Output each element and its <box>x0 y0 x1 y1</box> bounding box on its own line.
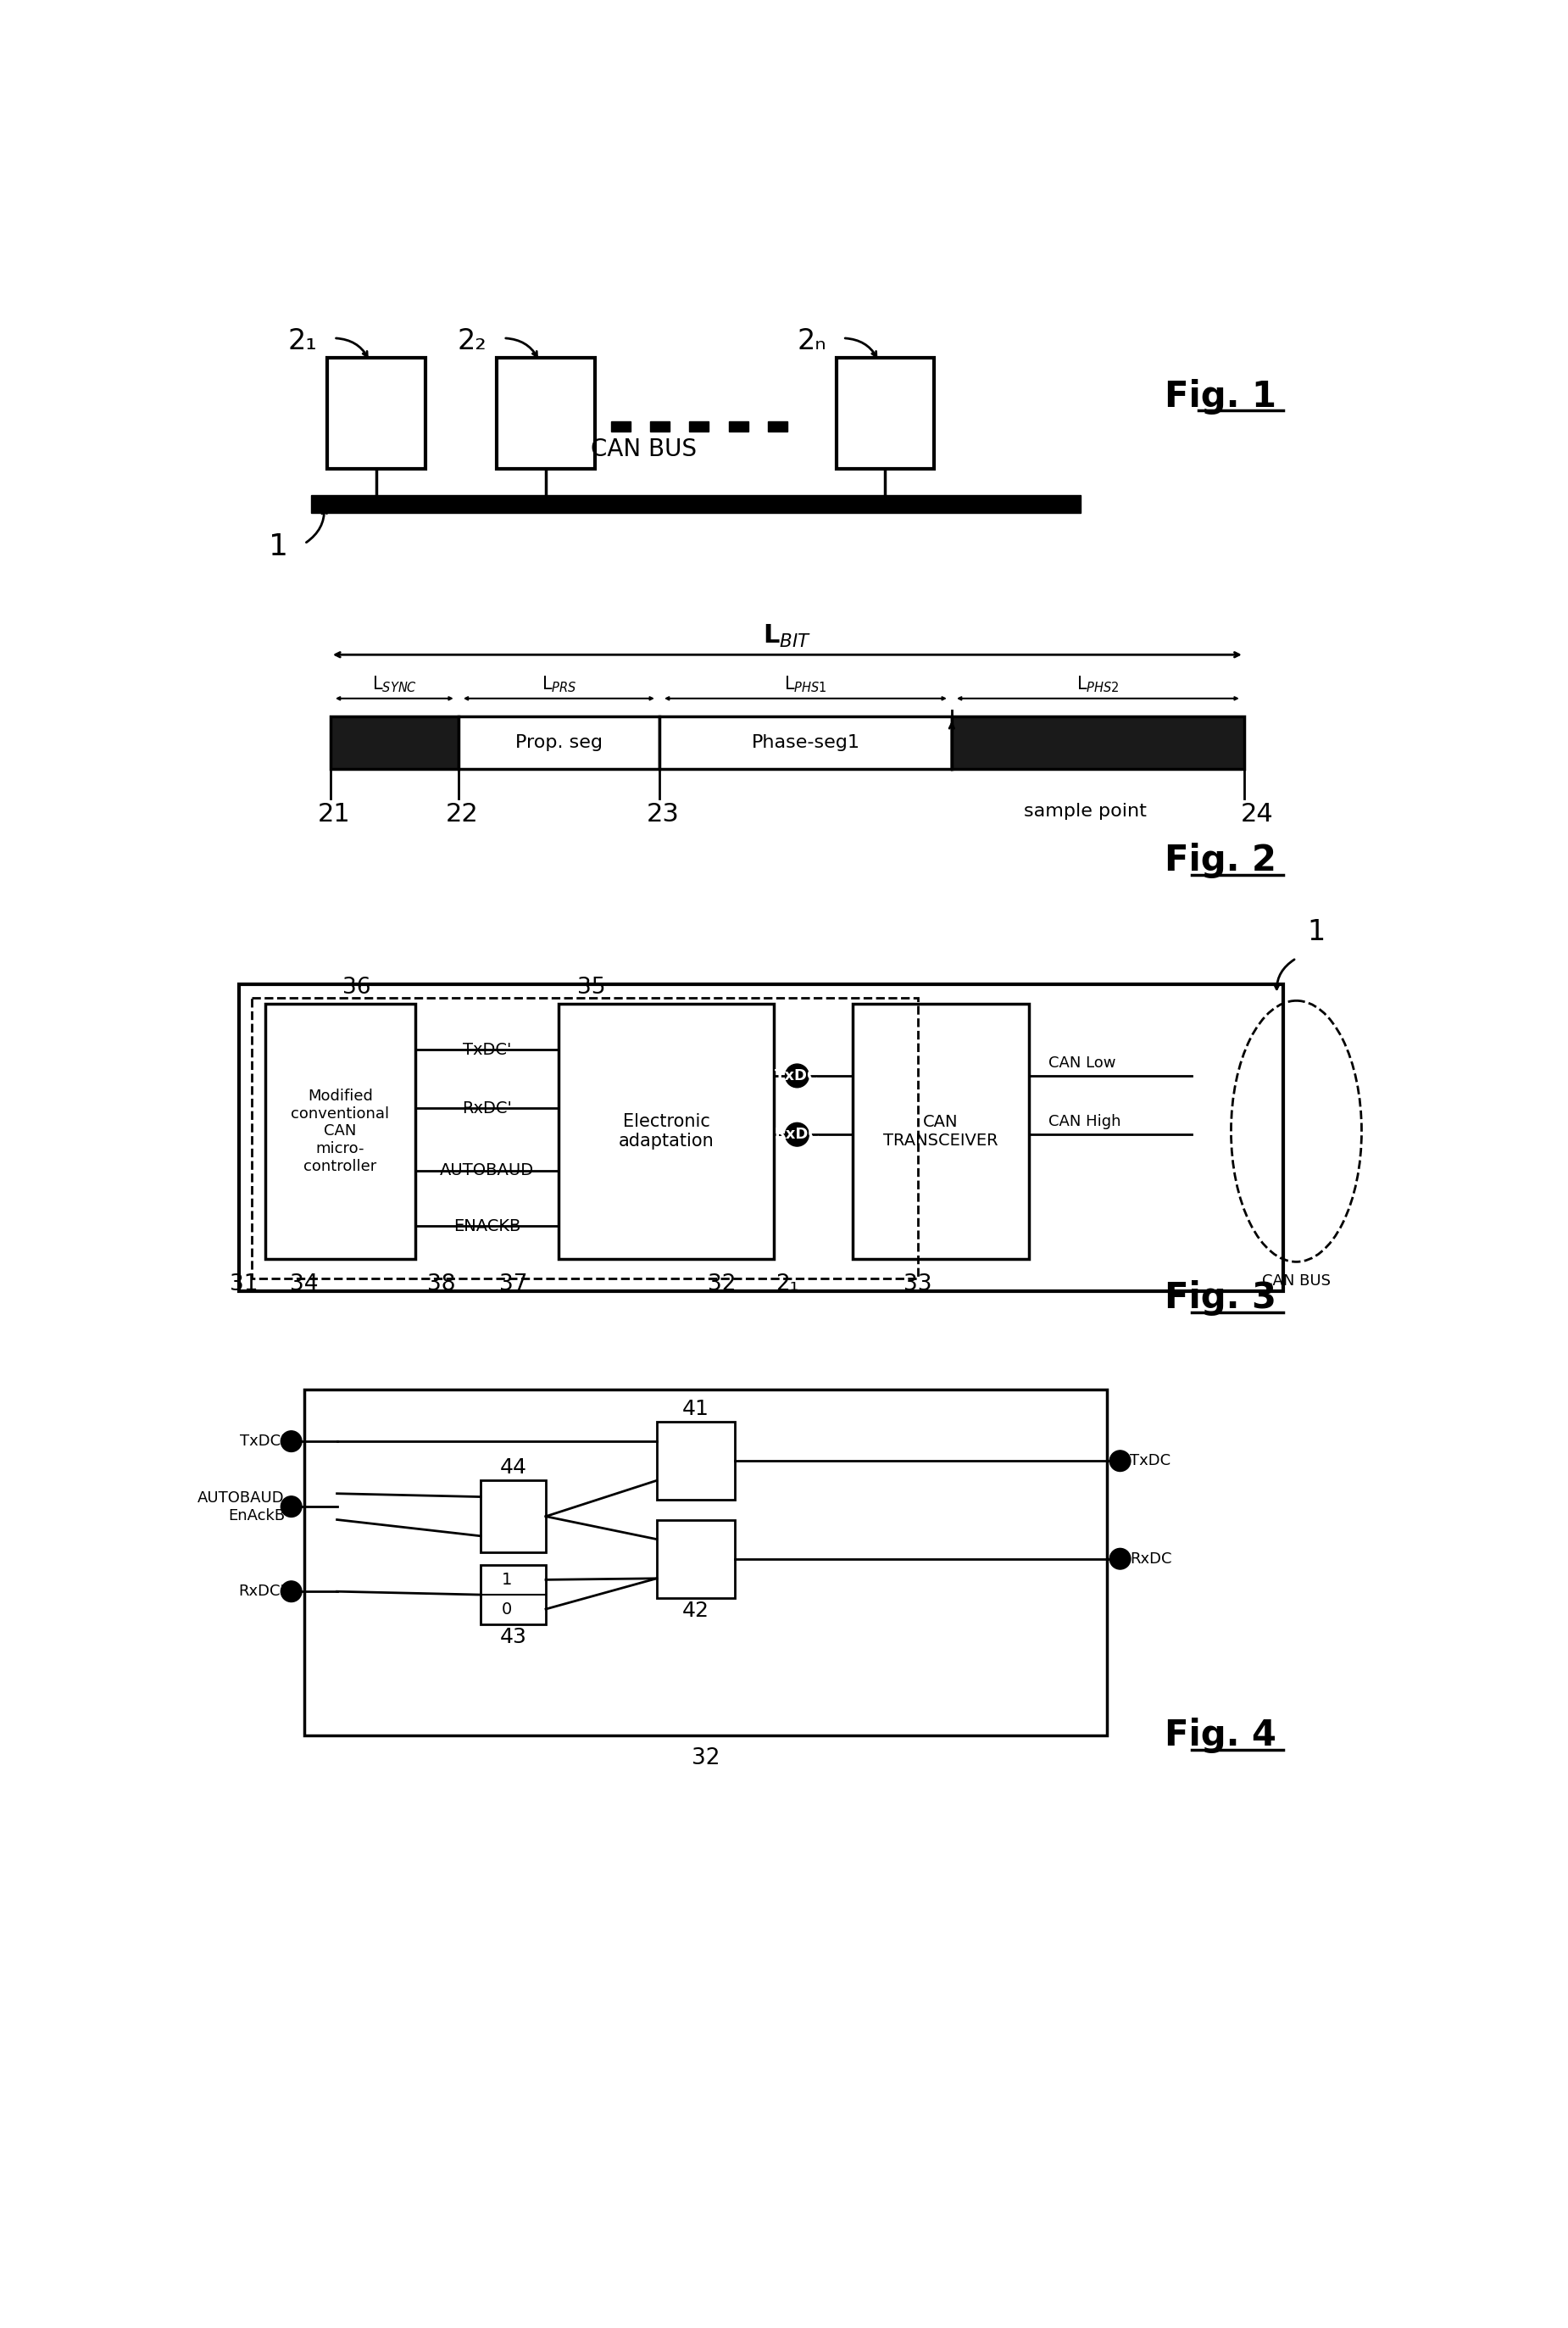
Circle shape <box>281 1581 301 1602</box>
Text: 24: 24 <box>1240 803 1273 826</box>
Text: Electronic
adaptation: Electronic adaptation <box>619 1113 715 1150</box>
Text: 1: 1 <box>502 1571 511 1588</box>
Text: TxDC': TxDC' <box>463 1041 511 1057</box>
Text: Fig. 1: Fig. 1 <box>1165 379 1276 414</box>
Text: L$_{BIT}$: L$_{BIT}$ <box>764 624 812 650</box>
Text: Fig. 3: Fig. 3 <box>1165 1280 1276 1315</box>
Circle shape <box>1110 1548 1131 1569</box>
Text: 2₂: 2₂ <box>458 328 488 356</box>
Text: 38: 38 <box>426 1273 456 1297</box>
Text: RxDC: RxDC <box>775 1127 820 1143</box>
Text: Phase-seg1: Phase-seg1 <box>751 733 859 752</box>
Text: 32: 32 <box>691 1746 720 1769</box>
Text: RxDC: RxDC <box>1131 1550 1171 1567</box>
Text: sample point: sample point <box>1024 803 1146 819</box>
Text: 21: 21 <box>317 803 350 826</box>
Text: AUTOBAUD
EnAckB: AUTOBAUD EnAckB <box>198 1490 285 1523</box>
Text: 41: 41 <box>682 1399 709 1418</box>
Circle shape <box>786 1122 809 1145</box>
Text: 0: 0 <box>502 1602 511 1618</box>
Text: CAN BUS: CAN BUS <box>1262 1273 1331 1290</box>
Text: 2₁: 2₁ <box>776 1273 798 1297</box>
Circle shape <box>281 1432 301 1453</box>
Text: 42: 42 <box>682 1602 709 1620</box>
Text: 36: 36 <box>342 978 370 999</box>
Bar <box>304 1390 1107 1734</box>
Bar <box>660 717 952 768</box>
Text: AUTOBAUD: AUTOBAUD <box>441 1162 535 1178</box>
Bar <box>729 421 748 431</box>
Bar <box>657 1520 735 1597</box>
Text: RxDC': RxDC' <box>238 1583 285 1599</box>
Bar <box>480 1564 546 1625</box>
Text: 1: 1 <box>1306 917 1325 945</box>
Text: 32: 32 <box>707 1273 737 1297</box>
Text: L$_{SYNC}$: L$_{SYNC}$ <box>372 675 417 694</box>
Text: 1: 1 <box>268 533 289 561</box>
Text: RxDC': RxDC' <box>463 1101 513 1117</box>
Bar <box>458 717 660 768</box>
Text: 23: 23 <box>646 803 679 826</box>
Text: ENACKB: ENACKB <box>453 1218 521 1234</box>
Bar <box>252 996 917 1278</box>
Bar <box>952 717 1243 768</box>
Text: CAN Low: CAN Low <box>1049 1055 1116 1071</box>
Text: 31: 31 <box>230 1273 259 1297</box>
Text: L$_{PHS2}$: L$_{PHS2}$ <box>1076 675 1120 694</box>
Text: TxDC': TxDC' <box>240 1434 285 1448</box>
Circle shape <box>281 1497 301 1518</box>
Text: Modified
conventional
CAN
micro-
controller: Modified conventional CAN micro- control… <box>292 1090 389 1173</box>
Text: 37: 37 <box>499 1273 527 1297</box>
Text: 35: 35 <box>577 978 605 999</box>
Text: 34: 34 <box>290 1273 318 1297</box>
Text: 22: 22 <box>445 803 478 826</box>
Bar <box>690 421 709 431</box>
Text: Fig. 2: Fig. 2 <box>1165 843 1276 878</box>
Text: Fig. 4: Fig. 4 <box>1165 1718 1276 1753</box>
Bar <box>328 359 425 468</box>
Bar <box>836 359 935 468</box>
Bar <box>310 496 1080 512</box>
Bar <box>558 1003 775 1259</box>
Bar <box>651 421 670 431</box>
Text: TxDC: TxDC <box>1131 1453 1171 1469</box>
Bar <box>265 1003 416 1259</box>
Text: CAN BUS: CAN BUS <box>591 438 696 461</box>
Text: L$_{PRS}$: L$_{PRS}$ <box>541 675 577 694</box>
Circle shape <box>786 1064 809 1087</box>
Text: 2₁: 2₁ <box>289 328 317 356</box>
Bar <box>497 359 594 468</box>
Bar <box>657 1422 735 1499</box>
Bar <box>331 717 458 768</box>
Bar <box>853 1003 1029 1259</box>
Circle shape <box>1110 1450 1131 1471</box>
Text: 33: 33 <box>903 1273 931 1297</box>
Text: CAN
TRANSCEIVER: CAN TRANSCEIVER <box>883 1113 999 1148</box>
Text: L$_{PHS1}$: L$_{PHS1}$ <box>784 675 826 694</box>
Text: Prop. seg: Prop. seg <box>516 733 602 752</box>
Text: CAN High: CAN High <box>1049 1113 1121 1129</box>
Bar <box>612 421 630 431</box>
Bar <box>480 1481 546 1553</box>
Text: TxDC: TxDC <box>775 1069 818 1083</box>
Bar <box>238 985 1283 1292</box>
Bar <box>768 421 787 431</box>
Text: 43: 43 <box>500 1627 527 1648</box>
Text: 44: 44 <box>500 1457 527 1478</box>
Text: 2ₙ: 2ₙ <box>797 328 826 356</box>
